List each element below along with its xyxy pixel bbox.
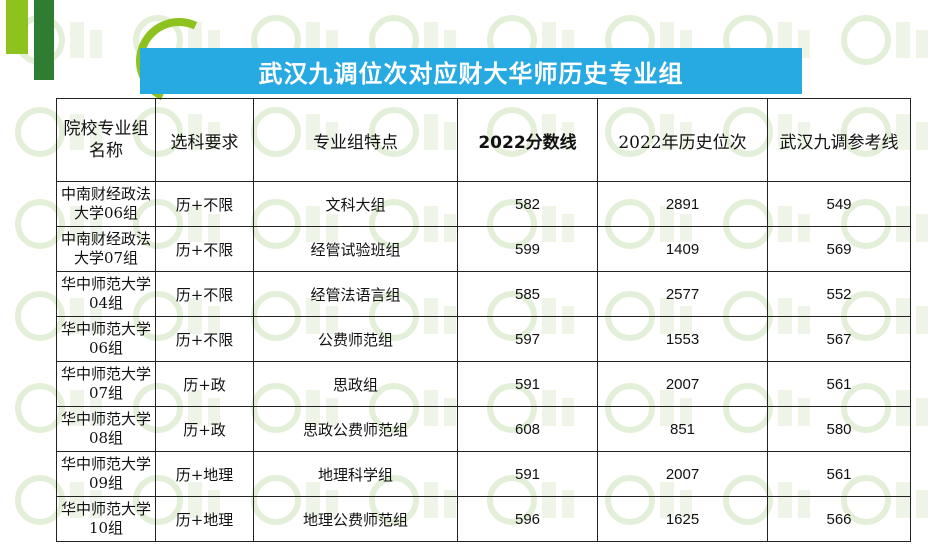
cell-reference: 566 bbox=[767, 496, 911, 542]
header-score-2022: 2022分数线 bbox=[457, 98, 598, 182]
cell-rank-2022: 2007 bbox=[597, 451, 768, 497]
title-banner: 武汉九调位次对应财大华师历史专业组 bbox=[140, 48, 802, 94]
cell-school: 中南财经政法大学07组 bbox=[56, 226, 156, 272]
cell-reference: 552 bbox=[767, 271, 911, 317]
table-row: 华中师范大学10组 历+地理 地理公费师范组 596 1625 566 bbox=[56, 496, 911, 542]
table-row: 华中师范大学08组 历+政 思政公费师范组 608 851 580 bbox=[56, 406, 911, 452]
cell-score-2022: 608 bbox=[457, 406, 598, 452]
cell-reference: 561 bbox=[767, 451, 911, 497]
cell-reference: 569 bbox=[767, 226, 911, 272]
cell-subject: 历+政 bbox=[155, 406, 254, 452]
cell-subject: 历+不限 bbox=[155, 181, 254, 227]
cell-score-2022: 591 bbox=[457, 361, 598, 407]
logo-bar-dark bbox=[34, 0, 54, 80]
header-rank-2022: 2022年历史位次 bbox=[597, 98, 768, 182]
cell-subject: 历+不限 bbox=[155, 226, 254, 272]
cell-score-2022: 585 bbox=[457, 271, 598, 317]
cell-school: 华中师范大学09组 bbox=[56, 451, 156, 497]
header-feature: 专业组特点 bbox=[253, 98, 458, 182]
table-row: 中南财经政法大学07组 历+不限 经管试验班组 599 1409 569 bbox=[56, 226, 911, 272]
cell-score-2022: 597 bbox=[457, 316, 598, 362]
header-reference: 武汉九调参考线 bbox=[767, 98, 911, 182]
cell-feature: 思政组 bbox=[253, 361, 458, 407]
cell-feature: 文科大组 bbox=[253, 181, 458, 227]
cell-feature: 经管法语言组 bbox=[253, 271, 458, 317]
table-row: 华中师范大学09组 历+地理 地理科学组 591 2007 561 bbox=[56, 451, 911, 497]
table-row: 华中师范大学07组 历+政 思政组 591 2007 561 bbox=[56, 361, 911, 407]
cell-score-2022: 599 bbox=[457, 226, 598, 272]
table-header-row: 院校专业组名称 选科要求 专业组特点 2022分数线 2022年历史位次 武汉九… bbox=[56, 98, 911, 182]
cell-school: 华中师范大学04组 bbox=[56, 271, 156, 317]
cell-score-2022: 591 bbox=[457, 451, 598, 497]
cell-rank-2022: 2577 bbox=[597, 271, 768, 317]
cell-subject: 历+不限 bbox=[155, 316, 254, 362]
cell-score-2022: 582 bbox=[457, 181, 598, 227]
cell-rank-2022: 2007 bbox=[597, 361, 768, 407]
cell-feature: 公费师范组 bbox=[253, 316, 458, 362]
cell-subject: 历+不限 bbox=[155, 271, 254, 317]
cell-reference: 549 bbox=[767, 181, 911, 227]
cell-rank-2022: 1625 bbox=[597, 496, 768, 542]
cell-reference: 561 bbox=[767, 361, 911, 407]
header-subject: 选科要求 bbox=[155, 98, 254, 182]
table-row: 中南财经政法大学06组 历+不限 文科大组 582 2891 549 bbox=[56, 181, 911, 227]
admission-table: 院校专业组名称 选科要求 专业组特点 2022分数线 2022年历史位次 武汉九… bbox=[56, 98, 911, 542]
cell-feature: 经管试验班组 bbox=[253, 226, 458, 272]
table-row: 华中师范大学04组 历+不限 经管法语言组 585 2577 552 bbox=[56, 271, 911, 317]
cell-school: 华中师范大学07组 bbox=[56, 361, 156, 407]
cell-rank-2022: 1409 bbox=[597, 226, 768, 272]
cell-rank-2022: 851 bbox=[597, 406, 768, 452]
table-row: 华中师范大学06组 历+不限 公费师范组 597 1553 567 bbox=[56, 316, 911, 362]
cell-school: 华中师范大学06组 bbox=[56, 316, 156, 362]
cell-school: 华中师范大学10组 bbox=[56, 496, 156, 542]
header-school: 院校专业组名称 bbox=[56, 98, 156, 182]
cell-school: 华中师范大学08组 bbox=[56, 406, 156, 452]
cell-subject: 历+地理 bbox=[155, 451, 254, 497]
cell-subject: 历+政 bbox=[155, 361, 254, 407]
cell-reference: 567 bbox=[767, 316, 911, 362]
logo-bar-light bbox=[6, 0, 28, 54]
cell-rank-2022: 2891 bbox=[597, 181, 768, 227]
cell-score-2022: 596 bbox=[457, 496, 598, 542]
cell-feature: 地理公费师范组 bbox=[253, 496, 458, 542]
cell-feature: 地理科学组 bbox=[253, 451, 458, 497]
cell-school: 中南财经政法大学06组 bbox=[56, 181, 156, 227]
page-title: 武汉九调位次对应财大华师历史专业组 bbox=[258, 59, 684, 88]
cell-rank-2022: 1553 bbox=[597, 316, 768, 362]
cell-subject: 历+地理 bbox=[155, 496, 254, 542]
cell-reference: 580 bbox=[767, 406, 911, 452]
cell-feature: 思政公费师范组 bbox=[253, 406, 458, 452]
